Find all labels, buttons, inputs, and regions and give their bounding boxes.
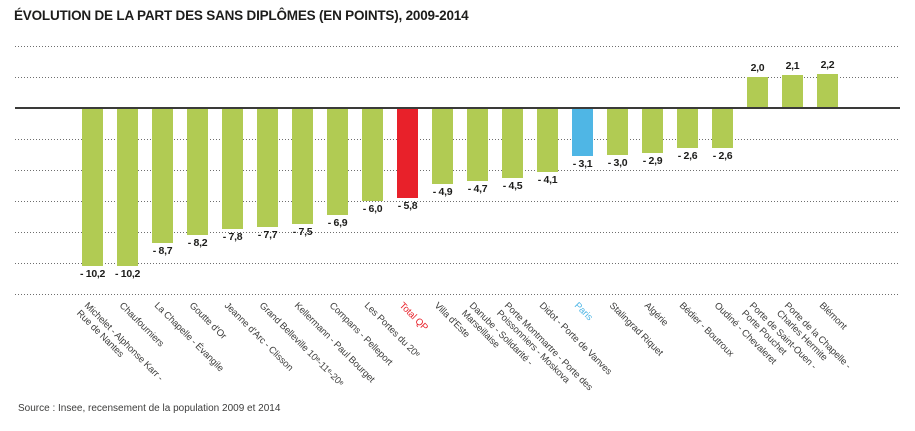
bar-value-label: - 6,9 — [327, 216, 348, 229]
axis-category-label: Total QP — [396, 300, 430, 334]
bar — [502, 108, 523, 178]
zero-axis-line — [15, 107, 900, 109]
bar — [817, 73, 838, 108]
bar-value-label: - 7,5 — [292, 226, 313, 239]
bar-value-label: - 4,1 — [537, 173, 558, 186]
bar-value-label: - 7,8 — [222, 230, 243, 243]
bar-value-label: - 10,2 — [114, 268, 141, 281]
gridline — [15, 232, 900, 233]
bar — [222, 108, 243, 229]
axis-category-label: Algérie — [641, 300, 670, 329]
axis-category-label: Blémont — [816, 300, 849, 333]
bar-value-label: - 10,2 — [79, 268, 106, 281]
source-note: Source : Insee, recensement de la popula… — [18, 403, 281, 414]
gridline — [15, 201, 900, 202]
bar-value-label: 2,0 — [750, 62, 765, 74]
bar-value-label: - 3,1 — [572, 158, 593, 171]
bar-value-label: - 2,6 — [712, 150, 733, 163]
bar-value-label: - 8,7 — [152, 244, 173, 257]
bar-value-label: 2,2 — [820, 58, 835, 71]
gridline — [15, 139, 900, 140]
bar — [782, 75, 803, 108]
gridline — [15, 77, 900, 78]
bar — [152, 108, 173, 243]
bar — [712, 108, 733, 149]
bar — [537, 108, 558, 172]
gridline — [15, 170, 900, 171]
axis-category-label: Michelet - Alphonse Karr - Rue de Nantes — [74, 300, 165, 384]
bar — [257, 108, 278, 228]
bar — [292, 108, 313, 225]
axis-category-label: Paris — [571, 300, 595, 324]
bar — [572, 108, 593, 157]
bar-value-label: - 4,9 — [432, 185, 453, 198]
axis-category-label: Compans - Pelleport — [326, 300, 395, 368]
bar-value-label: 2,1 — [785, 60, 800, 73]
bar — [467, 108, 488, 181]
bar — [397, 108, 418, 198]
bar-value-label: - 2,6 — [677, 150, 698, 163]
bar-value-label: - 2,9 — [642, 154, 663, 167]
bar — [82, 108, 103, 267]
bar — [362, 108, 383, 201]
bar-value-label: - 3,0 — [607, 156, 628, 169]
bar — [117, 108, 138, 267]
bar — [432, 108, 453, 184]
bar-value-label: - 5,8 — [397, 199, 418, 212]
bar-value-label: - 4,7 — [467, 182, 488, 195]
bar-value-label: - 8,2 — [187, 237, 208, 250]
bar — [677, 108, 698, 149]
bar — [327, 108, 348, 215]
bar — [747, 77, 768, 108]
bar-value-label: - 7,7 — [257, 229, 278, 242]
chart-title: ÉVOLUTION DE LA PART DES SANS DIPLÔMES (… — [14, 8, 469, 23]
bar-value-label: - 6,0 — [362, 203, 383, 215]
gridline — [15, 294, 900, 295]
bar — [187, 108, 208, 236]
bar — [607, 108, 628, 155]
gridline — [15, 46, 900, 47]
bar — [642, 108, 663, 153]
axis-category-label: Jeanne d'Arc - Clisson — [221, 300, 295, 374]
bar-value-label: - 4,5 — [502, 179, 523, 192]
gridline — [15, 263, 900, 264]
